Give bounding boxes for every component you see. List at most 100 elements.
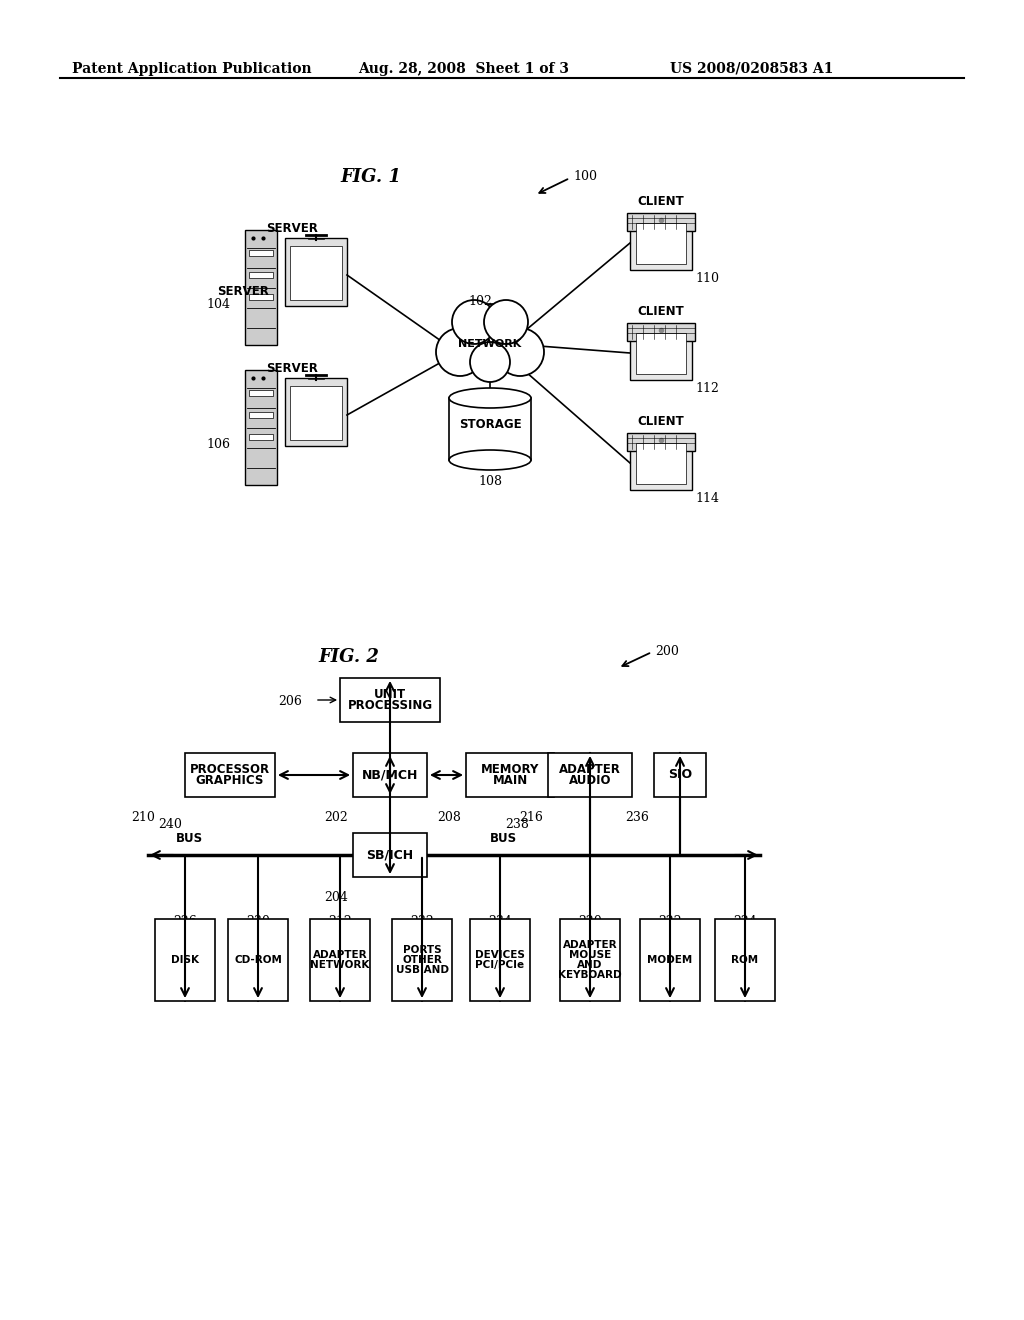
Text: 210: 210 <box>131 810 155 824</box>
Text: FIG. 2: FIG. 2 <box>318 648 379 667</box>
Text: CLIENT: CLIENT <box>638 195 684 209</box>
Text: 104: 104 <box>206 298 230 312</box>
Text: NB/MCH: NB/MCH <box>361 768 418 781</box>
Text: 224: 224 <box>733 915 757 928</box>
Text: CLIENT: CLIENT <box>638 305 684 318</box>
Text: DISK: DISK <box>171 954 199 965</box>
Bar <box>353 752 427 797</box>
Bar <box>290 385 342 440</box>
Text: ADAPTER: ADAPTER <box>312 950 368 960</box>
Text: GRAPHICS: GRAPHICS <box>196 775 264 787</box>
Text: MOUSE: MOUSE <box>569 950 611 960</box>
Text: ADAPTER: ADAPTER <box>562 940 617 950</box>
Text: SERVER: SERVER <box>217 285 269 298</box>
Text: 110: 110 <box>695 272 719 285</box>
Text: OTHER: OTHER <box>402 954 442 965</box>
Text: 206: 206 <box>279 696 302 708</box>
Bar <box>470 919 530 1001</box>
Text: NETWORK: NETWORK <box>459 339 521 348</box>
Bar <box>627 323 695 341</box>
Bar <box>249 294 273 300</box>
Text: CLIENT: CLIENT <box>638 414 684 428</box>
Text: ADAPTER: ADAPTER <box>559 763 621 776</box>
Text: STORAGE: STORAGE <box>459 417 521 430</box>
Text: UNIT: UNIT <box>374 688 407 701</box>
Bar <box>185 752 275 797</box>
Text: 220: 220 <box>579 915 602 928</box>
Text: 112: 112 <box>695 381 719 395</box>
Text: BUS: BUS <box>490 832 517 845</box>
Text: 230: 230 <box>246 915 270 928</box>
Bar <box>630 325 692 380</box>
Bar <box>630 215 692 271</box>
Bar <box>249 434 273 440</box>
Text: 212: 212 <box>328 915 352 928</box>
Bar <box>627 213 695 231</box>
Text: 240: 240 <box>158 818 182 832</box>
Bar <box>249 249 273 256</box>
Bar <box>340 678 440 722</box>
Circle shape <box>454 304 526 376</box>
Circle shape <box>452 300 496 345</box>
Text: ROM: ROM <box>731 954 759 965</box>
Text: 200: 200 <box>655 645 679 657</box>
Bar <box>249 412 273 418</box>
Bar <box>560 919 620 1001</box>
Bar <box>285 238 347 306</box>
Text: 222: 222 <box>658 915 682 928</box>
Text: 216: 216 <box>519 810 543 824</box>
Text: 106: 106 <box>206 438 230 451</box>
Bar <box>249 272 273 279</box>
Bar <box>228 919 288 1001</box>
Circle shape <box>496 327 544 376</box>
Text: USB AND: USB AND <box>395 965 449 975</box>
Bar <box>636 444 686 484</box>
Text: MODEM: MODEM <box>647 954 692 965</box>
Text: AUDIO: AUDIO <box>568 775 611 787</box>
Text: PROCESSING: PROCESSING <box>347 700 432 713</box>
Text: NETWORK: NETWORK <box>310 960 370 970</box>
Text: SB/ICH: SB/ICH <box>367 849 414 862</box>
Text: SERVER: SERVER <box>266 222 317 235</box>
Bar <box>353 833 427 876</box>
Bar <box>715 919 775 1001</box>
Ellipse shape <box>449 388 531 408</box>
Bar <box>636 333 686 374</box>
Bar <box>249 389 273 396</box>
Bar <box>290 246 342 300</box>
Bar <box>245 230 278 345</box>
Text: 102: 102 <box>468 294 492 308</box>
Text: KEYBOARD: KEYBOARD <box>558 970 622 981</box>
Text: CD-ROM: CD-ROM <box>234 954 282 965</box>
Text: PORTS: PORTS <box>402 945 441 954</box>
Circle shape <box>470 342 510 381</box>
Circle shape <box>484 300 528 345</box>
Text: US 2008/0208583 A1: US 2008/0208583 A1 <box>670 62 834 77</box>
Text: 232: 232 <box>411 915 434 928</box>
Text: DEVICES: DEVICES <box>475 950 525 960</box>
Text: Aug. 28, 2008  Sheet 1 of 3: Aug. 28, 2008 Sheet 1 of 3 <box>358 62 569 77</box>
Bar <box>640 919 700 1001</box>
Text: 208: 208 <box>437 810 461 824</box>
Bar <box>245 370 278 484</box>
Circle shape <box>436 327 484 376</box>
Bar <box>636 223 686 264</box>
Text: 226: 226 <box>173 915 197 928</box>
Text: 204: 204 <box>325 891 348 904</box>
Text: SERVER: SERVER <box>266 362 317 375</box>
Text: FIG. 1: FIG. 1 <box>340 168 400 186</box>
Text: 238: 238 <box>505 818 528 832</box>
Bar <box>449 337 531 399</box>
Bar <box>654 752 706 797</box>
Bar <box>466 752 554 797</box>
Bar <box>310 919 370 1001</box>
Text: SIO: SIO <box>668 768 692 781</box>
Text: 114: 114 <box>695 492 719 506</box>
Text: 234: 234 <box>488 915 512 928</box>
Text: 202: 202 <box>325 810 348 824</box>
Text: MEMORY: MEMORY <box>481 763 540 776</box>
Text: Patent Application Publication: Patent Application Publication <box>72 62 311 77</box>
Text: PROCESSOR: PROCESSOR <box>189 763 270 776</box>
Bar <box>392 919 452 1001</box>
Text: AND: AND <box>578 960 603 970</box>
